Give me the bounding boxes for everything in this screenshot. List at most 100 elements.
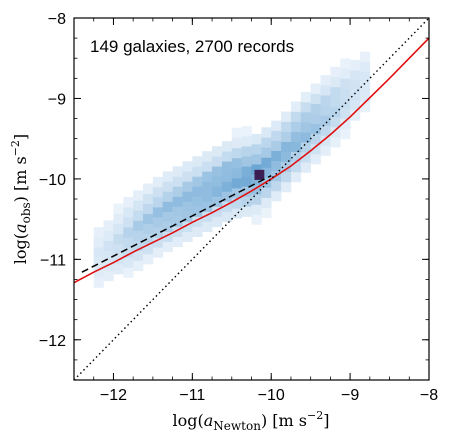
heatmap-bin [113,223,124,235]
heatmap-bin [320,75,331,86]
heatmap-bin [123,237,134,248]
y-axis-title-subscript: obs [19,202,33,223]
heatmap-bin [231,157,242,169]
heatmap-bin [261,157,272,168]
heatmap-bin [231,178,242,189]
heatmap-bin [123,227,134,238]
heatmap-bin [340,108,351,120]
heatmap-bin [290,141,302,153]
heatmap-bin [310,93,321,104]
x-tick-label: −12 [100,387,127,404]
heatmap-bin [162,211,173,222]
heatmap-bin [330,86,341,98]
heatmap-bin [93,227,104,238]
heatmap-bin [93,247,104,258]
heatmap-bin [202,191,213,202]
heatmap-bin [93,237,104,248]
heatmap-bin [172,236,183,248]
y-axis-title-superscript: −2 [9,140,22,156]
heatmap-bin [320,85,331,96]
heatmap-bin [359,81,371,93]
heatmap-bin [340,128,351,140]
heatmap-bin [143,253,154,265]
heatmap-bin [241,206,252,217]
heatmap-bin [202,181,213,192]
x-axis-title-superscript: −2 [307,409,323,422]
heatmap-bin [221,191,233,202]
dashed-line [81,175,272,273]
y-tick-label: −12 [39,333,66,350]
heatmap-bin [202,151,213,162]
heatmap-bin [162,241,173,253]
heatmap-bin [182,201,193,212]
heatmap-bin [281,121,292,132]
heatmap-bin [182,181,193,192]
heatmap-bin [103,230,114,241]
heatmap-bin [113,213,124,225]
heatmap-bin [192,156,203,167]
heatmap-bin [241,136,252,147]
heatmap-bin [261,187,272,198]
heatmap-bin [182,191,193,202]
x-axis-title-units: ) [m s [261,411,307,430]
heatmap-bin [271,130,282,141]
heatmap-bin [300,122,311,133]
heatmap-bin [251,133,262,145]
heatmap-bin [310,143,321,155]
heatmap-bin [290,171,302,183]
heatmap-bin [340,78,351,89]
heatmap-bin [133,260,144,272]
heatmap-bin [320,135,331,146]
heatmap-bin [212,176,223,187]
heatmap-bin [103,270,114,282]
heatmap-bin [172,166,183,177]
heatmap-bin [103,220,114,231]
heatmap-bin [251,144,262,155]
heatmap-bin [162,191,173,202]
heatmap-bin [359,91,371,103]
heatmap-bin [143,213,154,225]
heatmap-bin [133,250,144,261]
heatmap-bin [221,161,233,172]
heatmap-bin [310,123,321,135]
heatmap-bin [271,140,282,152]
heatmap-bin [300,132,311,143]
heatmap-bin [290,161,302,173]
heatmap-bin [281,161,292,173]
heatmap-bin [143,243,154,255]
heatmap-bin [103,250,114,261]
heatmap-bin [340,68,351,79]
heatmap-bin [320,125,331,136]
x-tick-label: −11 [179,387,205,404]
heatmap-bin [310,133,321,145]
heatmap-bin [93,267,104,278]
heatmap-bin [212,216,223,227]
heatmap-bin [231,198,242,209]
heatmap-bin [350,90,361,101]
x-axis-title-end: ] [323,411,329,430]
heatmap-bin [231,147,242,159]
heatmap-bin [133,200,144,211]
heatmap-bin [320,95,331,106]
heatmap-bin [261,167,272,178]
heatmap-bin [231,168,242,179]
heatmap-bin [271,160,282,172]
heatmap-bin [320,105,331,116]
heatmap-bin [221,211,233,222]
heatmap-bin [231,127,242,139]
heatmap-bin [152,207,164,218]
heatmap-bin [123,207,134,218]
heatmap-bin [172,216,183,227]
heatmap-bin [330,106,341,118]
y-axis-title: log(aobs) [m s−2] [9,134,33,264]
heatmap-bin [202,211,213,222]
heatmap-bin [221,141,233,152]
heatmap-bin [320,115,331,126]
heatmap-bin [330,137,341,148]
heatmap-bin [192,186,203,197]
heatmap-bin [133,190,144,201]
heatmap-bin [320,145,331,156]
heatmap-bin [350,60,361,71]
heatmap-bin [182,221,193,232]
heatmap-bin [281,111,292,122]
